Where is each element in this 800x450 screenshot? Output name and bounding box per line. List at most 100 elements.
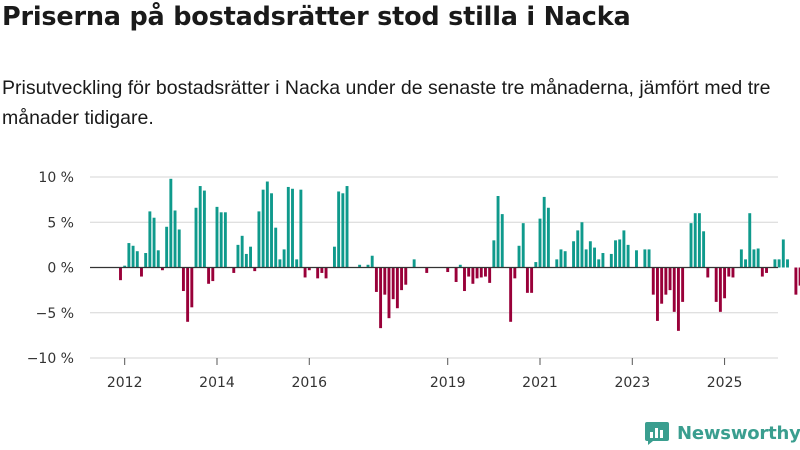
bar <box>140 267 143 277</box>
bar <box>559 249 563 268</box>
bar <box>530 267 534 293</box>
bar <box>257 211 261 268</box>
bar <box>572 241 576 268</box>
bar <box>299 189 303 268</box>
bar <box>773 259 777 268</box>
y-tick-label: 0 % <box>47 261 74 277</box>
bar <box>173 210 177 268</box>
bar <box>295 259 299 268</box>
bar <box>232 267 236 273</box>
bar <box>672 267 676 312</box>
bar <box>488 267 492 283</box>
brand-name: Newsworthy <box>677 422 800 444</box>
bar <box>580 222 584 268</box>
bar <box>760 267 764 277</box>
bar <box>454 267 458 282</box>
bar <box>723 267 727 299</box>
bar <box>425 267 429 273</box>
bar <box>211 267 215 282</box>
bar <box>400 267 404 291</box>
bar <box>597 259 601 268</box>
bar <box>584 249 588 268</box>
gridlines <box>90 176 778 359</box>
bar <box>706 267 710 278</box>
bar <box>676 267 680 331</box>
bar <box>366 264 370 268</box>
bar <box>471 267 475 284</box>
bar <box>186 267 190 322</box>
x-tick-label: 2023 <box>614 375 650 391</box>
bar <box>513 267 517 279</box>
bar <box>697 213 701 268</box>
bar <box>123 265 127 268</box>
bar <box>274 227 278 268</box>
bar <box>156 250 160 268</box>
bar <box>119 267 122 281</box>
bar <box>358 264 362 268</box>
bar <box>756 248 760 268</box>
bar <box>664 267 668 295</box>
bar <box>588 241 592 268</box>
bar <box>341 193 345 268</box>
x-tick-label: 2025 <box>707 375 743 391</box>
bar <box>383 267 387 295</box>
bar <box>463 267 466 292</box>
bar <box>412 259 416 268</box>
chart-title: Priserna på bostadsrätter stod stilla i … <box>2 2 631 32</box>
y-tick-label: 5 % <box>47 215 74 231</box>
bar <box>458 264 462 268</box>
bar <box>265 181 269 268</box>
bar <box>731 267 735 278</box>
bar <box>135 251 139 268</box>
bar <box>198 186 202 268</box>
newsworthy-icon <box>645 422 669 445</box>
bar <box>395 267 399 309</box>
bar <box>689 223 693 268</box>
bar <box>718 267 722 312</box>
bar <box>647 249 651 268</box>
bar <box>270 193 273 268</box>
bar <box>320 267 324 273</box>
bar <box>777 259 781 268</box>
bar <box>656 267 659 321</box>
bar <box>282 249 286 268</box>
bar <box>144 253 148 268</box>
bar <box>249 246 252 268</box>
bar <box>593 247 596 268</box>
bar <box>484 267 487 277</box>
bar <box>626 244 630 268</box>
bar <box>307 267 311 271</box>
bar <box>622 230 626 268</box>
bar <box>131 245 135 268</box>
bar <box>525 267 529 293</box>
bar <box>181 267 185 292</box>
bar <box>601 253 605 268</box>
axis <box>90 266 778 365</box>
bar <box>496 196 500 268</box>
bar <box>127 243 131 268</box>
bar <box>752 249 756 268</box>
bar <box>475 267 479 279</box>
bar <box>324 267 328 279</box>
bar <box>609 253 613 268</box>
bar <box>161 267 164 271</box>
bar <box>521 223 525 268</box>
bar <box>202 190 206 268</box>
x-tick-label: 2019 <box>430 375 466 391</box>
bar <box>702 231 706 268</box>
chart-subtitle: Prisutveckling för bostadsrätter i Nacka… <box>2 77 771 129</box>
bar <box>345 186 349 268</box>
bar <box>744 259 748 268</box>
newsworthy-logo: Newsworthy <box>644 418 800 448</box>
bar <box>517 245 521 268</box>
bar <box>492 240 496 268</box>
bar <box>781 239 785 268</box>
bar <box>291 188 294 268</box>
bar <box>748 213 752 268</box>
x-tick-label: 2016 <box>291 375 327 391</box>
bar <box>190 267 194 308</box>
bar <box>152 217 156 268</box>
bar <box>651 267 655 295</box>
bar <box>534 262 538 268</box>
